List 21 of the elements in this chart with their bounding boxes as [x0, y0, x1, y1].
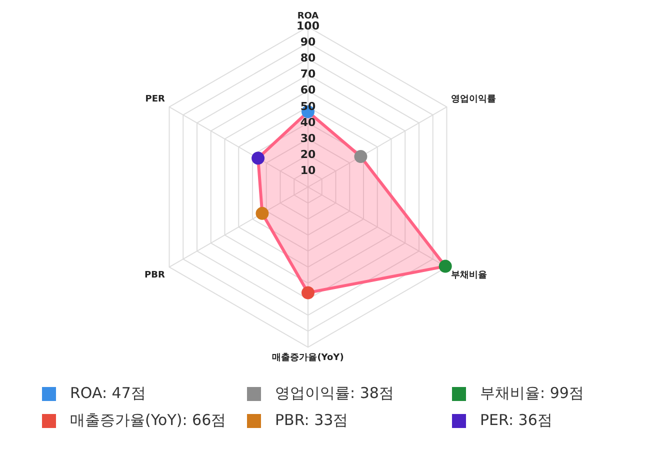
y-tick-label: 20	[300, 148, 316, 161]
text: ROA: 47점	[70, 384, 146, 403]
spoke-label: 영업이익률	[451, 94, 496, 104]
text: PBR: 33점	[275, 411, 348, 430]
y-tick-label: 30	[300, 132, 316, 145]
y-tick-label: 90	[300, 36, 316, 49]
y-tick-label: 80	[300, 52, 316, 65]
y-tick-label: 60	[300, 84, 316, 97]
text: 매출증가율(YoY): 66점	[70, 411, 226, 430]
y-tick-label: 100	[296, 20, 320, 33]
spoke-label: ROA	[297, 12, 319, 22]
y-tick-label: 70	[300, 68, 316, 81]
spoke-label: PER	[145, 94, 165, 104]
spoke-label: 부채비율	[451, 270, 488, 280]
text: PER: 36점	[480, 411, 552, 430]
spoke-label: PBR	[144, 270, 165, 280]
y-tick-label: 40	[300, 116, 316, 129]
spoke-label: 매출증가율(YoY)	[272, 352, 344, 363]
text: 부채비율: 99점	[480, 384, 584, 403]
y-tick-label: 10	[300, 164, 316, 177]
text: 영업이익률: 38점	[275, 384, 394, 403]
